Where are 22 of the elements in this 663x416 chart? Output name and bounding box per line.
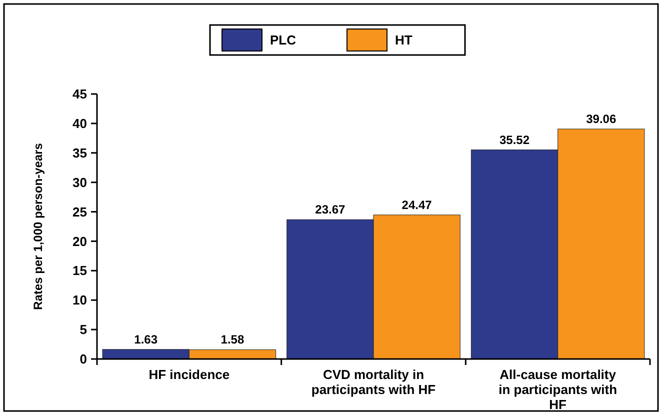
- y-axis-title: Rates per 1,000 person-years: [31, 142, 45, 310]
- data-label: 39.06: [586, 112, 616, 126]
- data-label: 23.67: [315, 202, 346, 217]
- data-label: 24.47: [402, 198, 432, 212]
- data-label: 1.58: [220, 332, 244, 347]
- y-tick-label: 15: [72, 263, 87, 278]
- y-tick-label: 45: [72, 86, 87, 102]
- data-label: 35.52: [500, 132, 530, 147]
- y-tick-label: 25: [72, 204, 87, 220]
- x-tick-label: CVD mortality in participants with HF: [311, 367, 436, 397]
- legend-label: HT: [395, 32, 412, 48]
- x-tick-label: All-cause mortality in participants with HF: [498, 367, 618, 412]
- data-label: 1.63: [134, 332, 158, 346]
- y-tick-label: 35: [72, 145, 87, 160]
- y-tick-label: 5: [80, 322, 87, 338]
- legend-label: PLC: [270, 32, 297, 48]
- y-tick-label: 10: [72, 292, 87, 308]
- y-tick-label: 20: [72, 234, 87, 249]
- y-tick-label: 0: [80, 352, 87, 367]
- y-tick-label: 40: [72, 116, 87, 131]
- y-tick-label: 30: [72, 174, 87, 190]
- x-tick-label: HF incidence: [148, 367, 230, 382]
